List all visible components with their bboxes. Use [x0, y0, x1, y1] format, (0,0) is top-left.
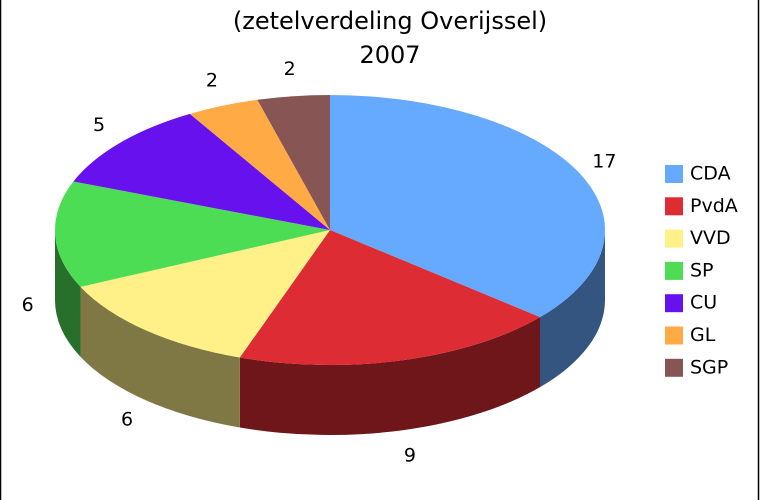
slice	[73, 113, 330, 230]
slice-side	[239, 317, 541, 436]
slice-side	[80, 286, 240, 428]
legend-label: CU	[690, 292, 717, 314]
legend-label: GL	[690, 324, 716, 346]
slice	[330, 95, 605, 318]
legend-label: CDA	[690, 163, 731, 185]
data-label: 17	[592, 150, 616, 172]
legend-label: VVD	[690, 227, 731, 249]
slice-side	[540, 230, 605, 388]
chart-subtitle: 2007	[359, 41, 420, 69]
legend-label: PvdA	[690, 195, 738, 217]
data-label: 5	[93, 114, 105, 136]
data-label: 6	[22, 294, 34, 316]
data-label: 6	[121, 409, 133, 431]
slice	[257, 95, 330, 230]
legend-swatch	[665, 165, 683, 183]
legend-swatch	[665, 358, 683, 377]
data-label: 2	[284, 58, 296, 80]
slice	[239, 230, 541, 365]
legend-label: SP	[690, 259, 714, 281]
legend-label: SGP	[690, 356, 728, 378]
slice-side	[55, 230, 81, 357]
slice	[80, 230, 331, 358]
data-label: 9	[404, 445, 416, 467]
slice	[189, 99, 330, 230]
legend-swatch	[665, 229, 683, 248]
legend-swatch	[665, 197, 683, 216]
data-label: 2	[206, 69, 218, 91]
legend-swatch	[665, 294, 683, 313]
chart-title: (zetelverdeling Overijssel)	[233, 7, 547, 35]
slice	[54, 181, 330, 287]
legend-swatch	[665, 261, 683, 280]
legend-swatch	[665, 326, 683, 345]
